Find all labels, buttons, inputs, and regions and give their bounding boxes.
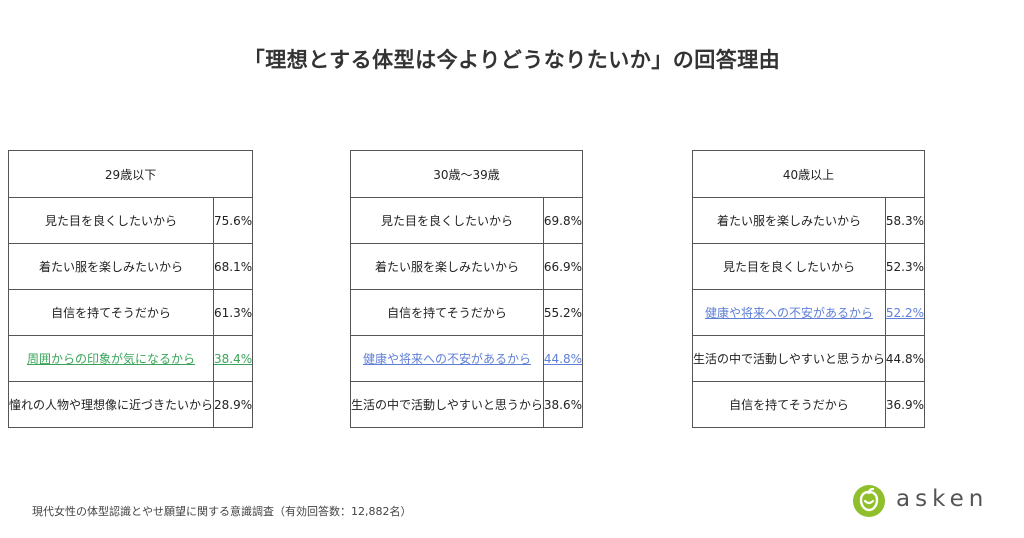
reason-value: 52.2% [884,289,926,336]
reason-label: 憧れの人物や理想像に近づきたいから [7,381,215,428]
table-row: 着たい服を楽しみたいから 58.3% [692,197,926,244]
reason-value: 69.8% [542,197,584,244]
reason-value: 58.3% [884,197,926,244]
table-row: 着たい服を楽しみたいから 68.1% [7,243,254,290]
reason-value: 52.3% [884,243,926,290]
reason-label: 生活の中で活動しやすいと思うから [692,335,886,382]
source-footnote: 現代女性の体型認識とやせ願望に関する意識調査（有効回答数：12,882名） [32,505,412,518]
table-row: 健康や将来への不安があるから 44.8% [350,335,584,382]
reason-value: 36.9% [884,381,926,428]
panel-header: 40歳以上 [691,150,926,198]
reason-value: 28.9% [213,381,254,428]
reason-value: 66.9% [542,243,584,290]
brand-name: asken [896,486,989,512]
table-row: 憧れの人物や理想像に近づきたいから 28.9% [7,381,254,428]
reason-value: 44.8% [542,335,584,382]
table-row: 生活の中で活動しやすいと思うから 38.6% [350,381,584,428]
table-row: 自信を持てそうだから 61.3% [7,289,254,336]
reason-label: 見た目を良くしたいから [692,243,886,290]
reason-label: 見た目を良くしたいから [350,197,544,244]
reason-value: 44.8% [884,335,926,382]
reason-label: 自信を持てそうだから [692,381,886,428]
reason-value: 68.1% [213,243,254,290]
reason-label: 見た目を良くしたいから [7,197,215,244]
table-row: 健康や将来への不安があるから 52.2% [692,289,926,336]
table-row: 周囲からの印象が気になるから 38.4% [7,335,254,382]
reason-value: 38.4% [213,335,254,382]
table-row: 見た目を良くしたいから 69.8% [350,197,584,244]
reason-label: 着たい服を楽しみたいから [692,197,886,244]
panel-header: 29歳以下 [7,150,254,198]
reason-label: 着たい服を楽しみたいから [350,243,544,290]
table-row: 生活の中で活動しやすいと思うから 44.8% [692,335,926,382]
reason-label: 生活の中で活動しやすいと思うから [350,381,544,428]
reason-value: 61.3% [213,289,254,336]
reason-value: 55.2% [542,289,584,336]
page-title: 「理想とする体型は今よりどうなりたいか」の回答理由 [243,48,781,72]
panel-under-29: 29歳以下 見た目を良くしたいから 75.6% 着たい服を楽しみたいから 68.… [7,150,254,428]
reason-value: 75.6% [213,197,254,244]
table-row: 見た目を良くしたいから 75.6% [7,197,254,244]
reason-label: 健康や将来への不安があるから [692,289,886,336]
table-row: 見た目を良くしたいから 52.3% [692,243,926,290]
reason-value: 38.6% [542,381,584,428]
panel-header: 30歳〜39歳 [349,150,584,198]
panel-30-39: 30歳〜39歳 見た目を良くしたいから 69.8% 着たい服を楽しみたいから 6… [349,150,584,428]
reason-label: 自信を持てそうだから [7,289,215,336]
table-row: 着たい服を楽しみたいから 66.9% [350,243,584,290]
table-row: 自信を持てそうだから 36.9% [692,381,926,428]
reason-label: 自信を持てそうだから [350,289,544,336]
panel-40-plus: 40歳以上 着たい服を楽しみたいから 58.3% 見た目を良くしたいから 52.… [691,150,926,428]
reason-label: 周囲からの印象が気になるから [7,335,215,382]
reason-label: 健康や将来への不安があるから [350,335,544,382]
reason-label: 着たい服を楽しみたいから [7,243,215,290]
table-row: 自信を持てそうだから 55.2% [350,289,584,336]
asken-logo: asken [852,484,992,518]
apple-icon [853,485,885,517]
